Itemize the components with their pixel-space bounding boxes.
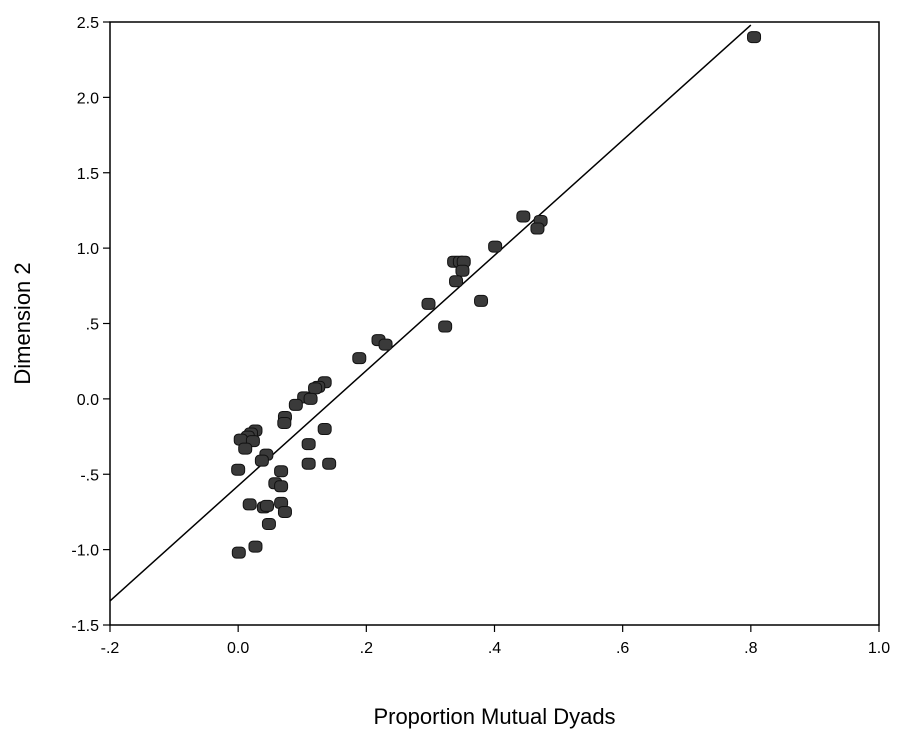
y-tick-label: 2.5 [77,15,99,32]
data-point [516,210,531,223]
fit-line-layer [109,24,752,602]
data-point [254,454,269,467]
x-tick-label: .2 [360,640,373,657]
data-point [242,498,257,511]
x-tick-label: 1.0 [868,640,890,657]
data-point [301,457,316,470]
x-axis-title: Proportion Mutual Dyads [373,704,615,729]
data-point [474,294,489,307]
data-point [303,392,318,405]
x-tick-label: .6 [616,640,629,657]
y-axis-title: Dimension 2 [10,262,35,384]
x-tick-label: 0.0 [227,640,249,657]
data-point [747,31,762,44]
data-point [438,320,453,333]
data-point [455,264,470,277]
data-point [231,463,246,476]
y-tick-label: .5 [86,317,99,334]
fit-line [109,24,752,602]
x-axis: -.2 0.0 .2 .4 .6 .8 1.0 [101,625,890,657]
data-point [277,416,292,429]
data-point [274,480,289,493]
x-tick-label: .8 [744,640,757,657]
y-tick-label: -.5 [80,467,99,484]
data-point [449,275,464,288]
data-point [274,465,289,478]
y-tick-label: 0.0 [77,392,99,409]
data-point [378,338,393,351]
points-layer [231,31,762,559]
x-tick-label: .4 [488,640,501,657]
data-point [421,297,436,310]
data-point [248,540,263,553]
data-point [301,438,316,451]
data-point [488,240,503,253]
y-tick-label: 1.0 [77,241,99,258]
data-point [231,546,246,559]
data-point [530,222,545,235]
data-point [352,352,367,365]
data-point [317,423,332,436]
data-point [308,382,323,395]
y-tick-label: 2.0 [77,90,99,107]
y-tick-label: -1.0 [71,543,99,560]
y-tick-label: -1.5 [71,618,99,635]
data-point [260,499,275,512]
data-point [277,505,292,518]
data-point [288,398,303,411]
y-axis: -1.5 -1.0 -.5 0.0 .5 1.0 1.5 2.0 2.5 [71,15,110,635]
plot-frame [109,21,880,626]
data-point [322,457,337,470]
data-point [261,517,276,530]
y-tick-label: 1.5 [77,166,99,183]
data-point [238,442,253,455]
x-tick-label: -.2 [101,640,120,657]
